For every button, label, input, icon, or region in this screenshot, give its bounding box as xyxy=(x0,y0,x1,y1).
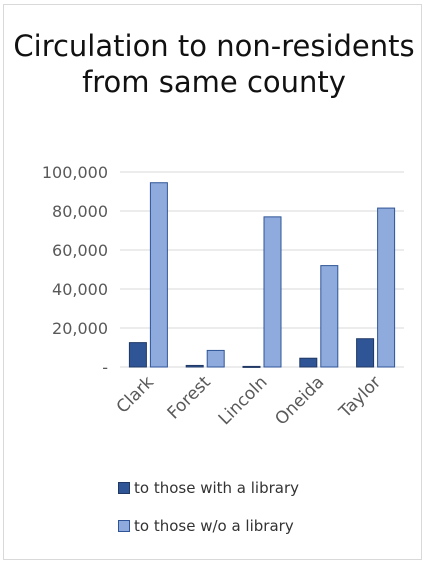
bar-taylor-with-library xyxy=(356,338,375,368)
legend-item-without-library: to those w/o a library xyxy=(118,516,299,536)
y-tick-label: 60,000 xyxy=(52,241,108,260)
legend-label-without-library: to those w/o a library xyxy=(134,517,294,535)
bar-chart: - 20,000 40,000 60,000 80,000 100,000 Clark Fo… xyxy=(42,163,404,429)
bar-clark-without-library xyxy=(149,182,168,368)
bar-lincoln-with-library xyxy=(242,365,261,368)
legend-label-with-library: to those with a library xyxy=(134,479,300,497)
bar-oneida-with-library xyxy=(299,357,318,368)
x-tick-label-forest: Forest xyxy=(164,372,215,423)
x-tick-label-taylor: Taylor xyxy=(335,372,385,422)
bar-forest-with-library xyxy=(185,364,204,368)
legend-item-with-library: to those with a library xyxy=(118,478,299,498)
bar-lincoln-without-library xyxy=(263,216,282,368)
x-tick-label-oneida: Oneida xyxy=(271,372,328,429)
bar-taylor-without-library xyxy=(377,207,396,368)
x-tick-label-lincoln: Lincoln xyxy=(215,372,272,429)
bar-forest-without-library xyxy=(206,349,225,368)
legend-swatch-with-library xyxy=(118,482,130,494)
chart-title: Circulation to non-residents from same c… xyxy=(13,29,415,99)
y-tick-label: 100,000 xyxy=(42,163,108,182)
legend-swatch-without-library xyxy=(118,520,130,532)
bar-oneida-without-library xyxy=(320,265,339,368)
bars xyxy=(128,182,396,368)
y-tick-label: 20,000 xyxy=(52,319,108,338)
y-tick-label: 40,000 xyxy=(52,280,108,299)
y-tick-label: - xyxy=(102,358,108,377)
legend: to those with a library to those w/o a l… xyxy=(118,478,299,554)
chart-frame xyxy=(3,4,422,560)
y-tick-label: 80,000 xyxy=(52,202,108,221)
y-tick-labels: - 20,000 40,000 60,000 80,000 100,000 xyxy=(42,163,108,377)
x-tick-labels: Clark Forest Lincoln Oneida Taylor xyxy=(113,372,385,429)
x-tick-label-clark: Clark xyxy=(113,372,158,417)
bar-clark-with-library xyxy=(128,342,147,368)
